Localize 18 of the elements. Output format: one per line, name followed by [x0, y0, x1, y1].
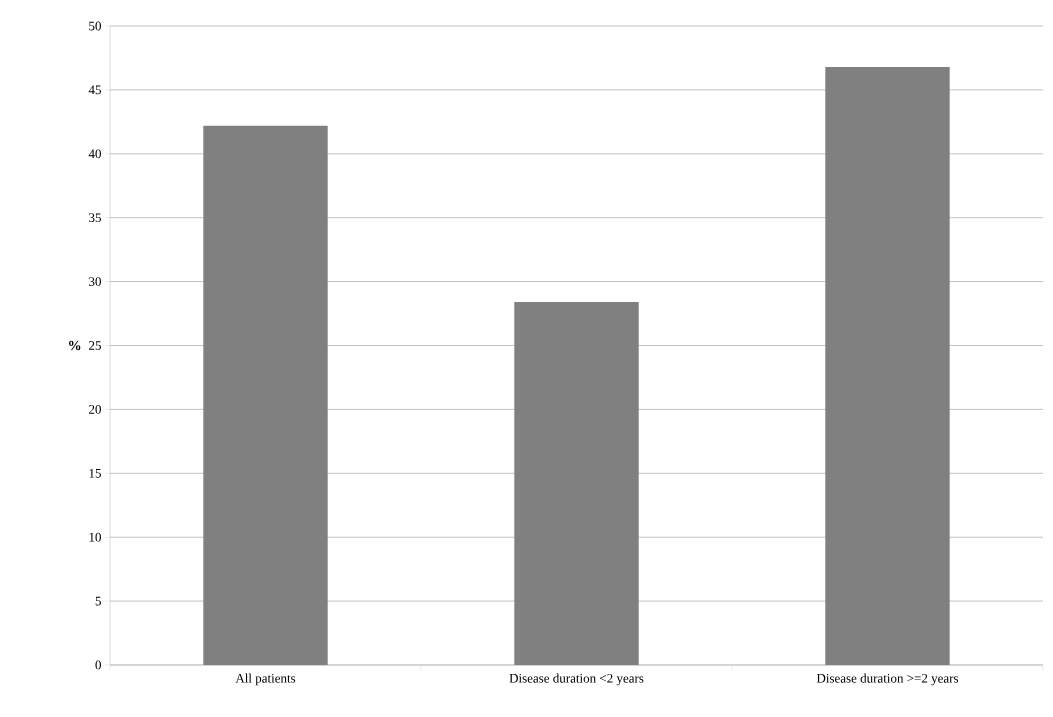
- y-axis-title: %: [69, 340, 81, 351]
- y-tick-label: 15: [89, 468, 101, 478]
- y-tick-label: 20: [89, 405, 101, 414]
- y-tick-label: 25: [89, 341, 101, 350]
- y-tick-label: 5: [95, 596, 101, 606]
- y-tick-label: 30: [89, 277, 101, 286]
- bar: [514, 302, 639, 665]
- y-tick-label: 35: [89, 213, 101, 223]
- x-tick-label: Disease duration >=2 years: [816, 673, 959, 686]
- y-tick-label: 10: [89, 532, 101, 542]
- bar: [203, 125, 328, 665]
- y-tick-label: 0: [95, 660, 101, 670]
- y-tick-label: 45: [88, 85, 101, 95]
- bar: [825, 66, 950, 665]
- y-tick-label: 50: [89, 21, 101, 31]
- x-tick-label: All patients: [235, 673, 296, 686]
- y-tick-label: 40: [88, 149, 101, 159]
- x-tick-label: Disease duration <2 years: [509, 673, 644, 686]
